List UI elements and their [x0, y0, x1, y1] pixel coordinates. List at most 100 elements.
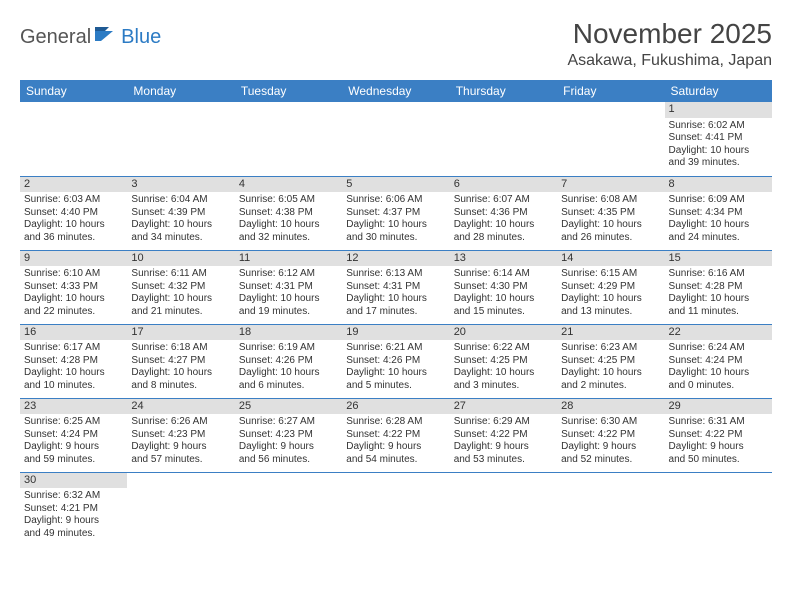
sunset-text: Sunset: 4:35 PM	[561, 207, 660, 220]
day-number: 15	[665, 251, 772, 267]
sunset-text: Sunset: 4:37 PM	[346, 207, 445, 220]
day-number: 10	[127, 251, 234, 267]
calendar-cell: 25Sunrise: 6:27 AMSunset: 4:23 PMDayligh…	[235, 398, 342, 472]
day-number: 16	[20, 325, 127, 341]
sunset-text: Sunset: 4:25 PM	[561, 355, 660, 368]
daylight-text: and 56 minutes.	[239, 454, 338, 467]
day-number: 13	[450, 251, 557, 267]
day-number: 26	[342, 399, 449, 415]
location: Asakawa, Fukushima, Japan	[567, 52, 772, 70]
calendar-cell	[342, 472, 449, 546]
sunrise-text: Sunrise: 6:21 AM	[346, 342, 445, 355]
header: General Blue November 2025 Asakawa, Fuku…	[20, 18, 772, 70]
calendar-cell: 3Sunrise: 6:04 AMSunset: 4:39 PMDaylight…	[127, 176, 234, 250]
day-header: Monday	[127, 80, 234, 102]
day-number: 12	[342, 251, 449, 267]
day-number: 11	[235, 251, 342, 267]
daylight-text: Daylight: 10 hours	[24, 219, 123, 232]
sunrise-text: Sunrise: 6:19 AM	[239, 342, 338, 355]
daylight-text: Daylight: 10 hours	[239, 293, 338, 306]
sunrise-text: Sunrise: 6:11 AM	[131, 268, 230, 281]
calendar-cell	[450, 102, 557, 176]
daylight-text: Daylight: 10 hours	[669, 145, 768, 158]
day-number: 4	[235, 177, 342, 193]
daylight-text: Daylight: 9 hours	[561, 441, 660, 454]
day-number: 7	[557, 177, 664, 193]
sunset-text: Sunset: 4:41 PM	[669, 132, 768, 145]
calendar-cell: 29Sunrise: 6:31 AMSunset: 4:22 PMDayligh…	[665, 398, 772, 472]
calendar-cell: 23Sunrise: 6:25 AMSunset: 4:24 PMDayligh…	[20, 398, 127, 472]
sunrise-text: Sunrise: 6:22 AM	[454, 342, 553, 355]
calendar-cell	[450, 472, 557, 546]
daylight-text: Daylight: 10 hours	[346, 293, 445, 306]
calendar-cell: 18Sunrise: 6:19 AMSunset: 4:26 PMDayligh…	[235, 324, 342, 398]
flag-icon	[95, 27, 117, 48]
calendar-cell	[557, 472, 664, 546]
calendar-week-row: 9Sunrise: 6:10 AMSunset: 4:33 PMDaylight…	[20, 250, 772, 324]
daylight-text: and 19 minutes.	[239, 306, 338, 319]
calendar-week-row: 23Sunrise: 6:25 AMSunset: 4:24 PMDayligh…	[20, 398, 772, 472]
daylight-text: and 32 minutes.	[239, 232, 338, 245]
sunrise-text: Sunrise: 6:28 AM	[346, 416, 445, 429]
calendar-cell	[342, 102, 449, 176]
sunrise-text: Sunrise: 6:02 AM	[669, 120, 768, 133]
calendar-cell: 19Sunrise: 6:21 AMSunset: 4:26 PMDayligh…	[342, 324, 449, 398]
logo-text-blue: Blue	[121, 26, 161, 49]
daylight-text: Daylight: 10 hours	[454, 293, 553, 306]
calendar-cell: 6Sunrise: 6:07 AMSunset: 4:36 PMDaylight…	[450, 176, 557, 250]
calendar-cell: 24Sunrise: 6:26 AMSunset: 4:23 PMDayligh…	[127, 398, 234, 472]
daylight-text: Daylight: 10 hours	[454, 219, 553, 232]
sunrise-text: Sunrise: 6:32 AM	[24, 490, 123, 503]
day-number: 17	[127, 325, 234, 341]
day-number: 30	[20, 473, 127, 489]
daylight-text: Daylight: 10 hours	[24, 293, 123, 306]
daylight-text: Daylight: 10 hours	[131, 367, 230, 380]
daylight-text: Daylight: 10 hours	[669, 367, 768, 380]
day-number: 9	[20, 251, 127, 267]
calendar-cell	[235, 472, 342, 546]
calendar-cell: 4Sunrise: 6:05 AMSunset: 4:38 PMDaylight…	[235, 176, 342, 250]
daylight-text: and 57 minutes.	[131, 454, 230, 467]
calendar-cell: 10Sunrise: 6:11 AMSunset: 4:32 PMDayligh…	[127, 250, 234, 324]
daylight-text: Daylight: 10 hours	[561, 293, 660, 306]
day-number: 20	[450, 325, 557, 341]
daylight-text: and 30 minutes.	[346, 232, 445, 245]
day-number: 27	[450, 399, 557, 415]
calendar-cell	[235, 102, 342, 176]
daylight-text: and 22 minutes.	[24, 306, 123, 319]
sunrise-text: Sunrise: 6:12 AM	[239, 268, 338, 281]
daylight-text: and 11 minutes.	[669, 306, 768, 319]
daylight-text: Daylight: 10 hours	[561, 367, 660, 380]
calendar-cell: 11Sunrise: 6:12 AMSunset: 4:31 PMDayligh…	[235, 250, 342, 324]
sunrise-text: Sunrise: 6:14 AM	[454, 268, 553, 281]
sunset-text: Sunset: 4:40 PM	[24, 207, 123, 220]
daylight-text: and 26 minutes.	[561, 232, 660, 245]
day-number: 6	[450, 177, 557, 193]
calendar-week-row: 2Sunrise: 6:03 AMSunset: 4:40 PMDaylight…	[20, 176, 772, 250]
sunset-text: Sunset: 4:33 PM	[24, 281, 123, 294]
sunrise-text: Sunrise: 6:04 AM	[131, 194, 230, 207]
calendar-cell: 2Sunrise: 6:03 AMSunset: 4:40 PMDaylight…	[20, 176, 127, 250]
sunset-text: Sunset: 4:26 PM	[346, 355, 445, 368]
daylight-text: and 5 minutes.	[346, 380, 445, 393]
daylight-text: Daylight: 10 hours	[131, 293, 230, 306]
sunset-text: Sunset: 4:22 PM	[561, 429, 660, 442]
sunrise-text: Sunrise: 6:06 AM	[346, 194, 445, 207]
sunrise-text: Sunrise: 6:16 AM	[669, 268, 768, 281]
daylight-text: Daylight: 10 hours	[239, 367, 338, 380]
daylight-text: and 21 minutes.	[131, 306, 230, 319]
sunrise-text: Sunrise: 6:18 AM	[131, 342, 230, 355]
day-header: Friday	[557, 80, 664, 102]
logo: General Blue	[20, 26, 161, 49]
daylight-text: Daylight: 9 hours	[346, 441, 445, 454]
day-number: 28	[557, 399, 664, 415]
sunset-text: Sunset: 4:39 PM	[131, 207, 230, 220]
day-number: 2	[20, 177, 127, 193]
daylight-text: and 39 minutes.	[669, 157, 768, 170]
day-number: 22	[665, 325, 772, 341]
calendar-cell: 22Sunrise: 6:24 AMSunset: 4:24 PMDayligh…	[665, 324, 772, 398]
calendar-week-row: 30Sunrise: 6:32 AMSunset: 4:21 PMDayligh…	[20, 472, 772, 546]
daylight-text: Daylight: 9 hours	[24, 441, 123, 454]
calendar-cell: 28Sunrise: 6:30 AMSunset: 4:22 PMDayligh…	[557, 398, 664, 472]
day-header: Wednesday	[342, 80, 449, 102]
